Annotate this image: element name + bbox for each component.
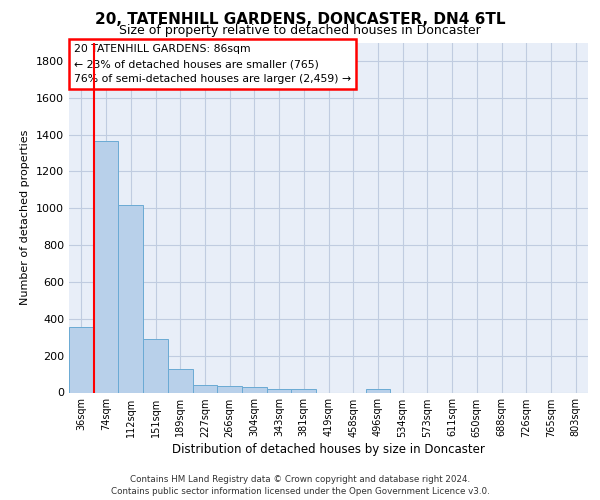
Text: Contains HM Land Registry data © Crown copyright and database right 2024.
Contai: Contains HM Land Registry data © Crown c…: [110, 474, 490, 496]
Bar: [118, 204, 143, 392]
Bar: [193, 385, 217, 392]
Bar: [69, 327, 94, 392]
Bar: [168, 370, 193, 392]
Bar: [94, 141, 118, 393]
Text: Distribution of detached houses by size in Doncaster: Distribution of detached houses by size …: [172, 442, 485, 456]
Bar: [242, 388, 267, 392]
Text: 20, TATENHILL GARDENS, DONCASTER, DN4 6TL: 20, TATENHILL GARDENS, DONCASTER, DN4 6T…: [95, 12, 505, 26]
Text: Size of property relative to detached houses in Doncaster: Size of property relative to detached ho…: [119, 24, 481, 37]
Bar: [217, 386, 242, 392]
Bar: [267, 389, 292, 392]
Text: 20 TATENHILL GARDENS: 86sqm
← 23% of detached houses are smaller (765)
76% of se: 20 TATENHILL GARDENS: 86sqm ← 23% of det…: [74, 44, 352, 84]
Bar: [292, 390, 316, 392]
Bar: [143, 339, 168, 392]
Bar: [365, 389, 390, 392]
Y-axis label: Number of detached properties: Number of detached properties: [20, 130, 31, 305]
